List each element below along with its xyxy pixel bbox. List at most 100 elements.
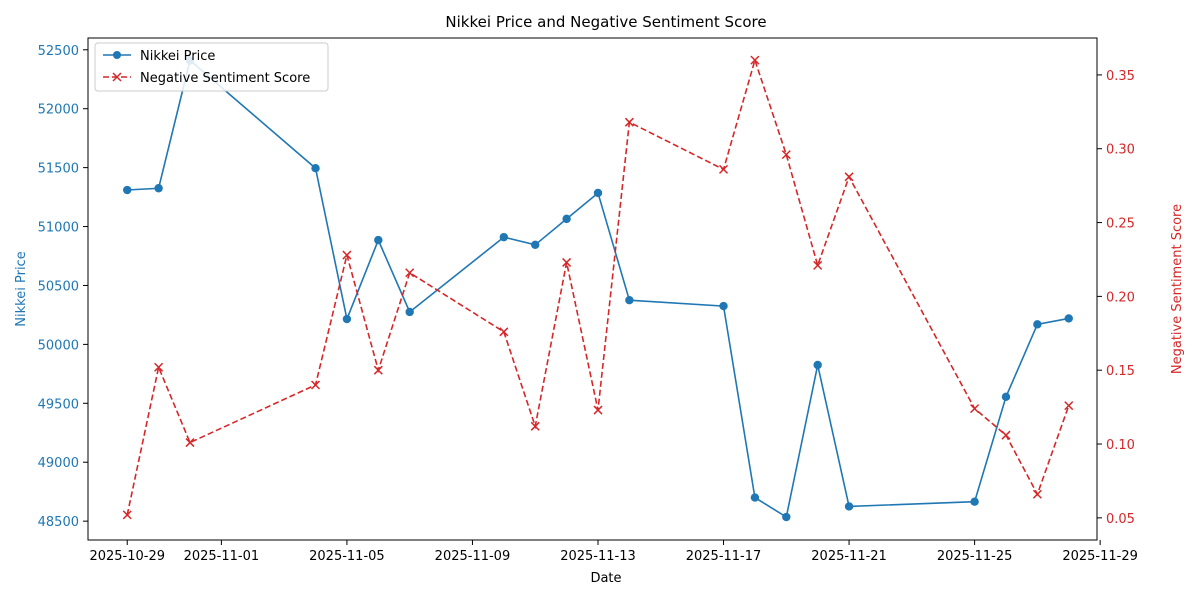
left-y-tick-label: 52000 — [38, 103, 79, 118]
legend-price-marker — [113, 51, 121, 59]
right-y-tick-label: 0.25 — [1106, 217, 1135, 232]
negative-sentiment-score-point — [624, 117, 634, 127]
negative-sentiment-score-point-stroke — [311, 380, 321, 390]
nikkei-price-point — [154, 184, 163, 193]
legend-sentiment-marker-stroke — [112, 72, 122, 82]
negative-sentiment-score-point-stroke — [562, 257, 572, 267]
negative-sentiment-score-point — [154, 362, 164, 372]
nikkei-price-point — [499, 232, 509, 242]
negative-sentiment-score-point-stroke — [499, 327, 509, 337]
left-y-tick-label: 50500 — [38, 279, 79, 294]
legend-box — [94, 42, 329, 92]
x-tick-label: 2025-11-29 — [1062, 549, 1138, 564]
right-y-tick-label: 0.30 — [1106, 143, 1135, 158]
nikkei-price-point — [970, 497, 979, 506]
negative-sentiment-score-point-stroke — [970, 404, 980, 414]
legend-sentiment-marker — [112, 72, 122, 82]
negative-sentiment-score-point-stroke — [624, 117, 634, 127]
negative-sentiment-score-point — [562, 257, 572, 267]
right-y-tick-label: 0.05 — [1106, 512, 1135, 527]
left-y-tick-label: 51000 — [38, 221, 79, 236]
nikkei-price-point — [813, 360, 822, 370]
nikkei-price-point — [719, 301, 728, 311]
negative-sentiment-score-point-stroke — [530, 421, 540, 431]
negative-sentiment-score-point-stroke — [342, 250, 352, 260]
negative-sentiment-score-point-stroke — [185, 438, 195, 448]
nikkei-price-point — [782, 512, 791, 522]
left-y-tick-label: 52500 — [38, 44, 79, 59]
left-y-tick-label: 50000 — [38, 338, 79, 353]
chart-title: Nikkei Price and Negative Sentiment Scor… — [445, 13, 766, 31]
nikkei-price-point — [405, 307, 414, 317]
x-tick-label: 2025-11-09 — [435, 549, 511, 564]
nikkei-price-point — [844, 502, 854, 511]
left-y-tick-label: 48500 — [38, 515, 79, 530]
legend: Nikkei Price Negative Sentiment Score — [94, 42, 329, 92]
x-axis-label: Date — [590, 571, 621, 586]
series-layer — [122, 55, 1074, 522]
left-y-axis-label: Nikkei Price — [14, 251, 29, 326]
right-y-tick-label: 0.15 — [1106, 364, 1135, 379]
x-tick-label: 2025-10-29 — [89, 549, 165, 564]
plot-area-frame — [87, 37, 1098, 541]
negative-sentiment-score-point-stroke — [122, 510, 132, 520]
negative-sentiment-score-point-stroke — [593, 405, 603, 415]
right-y-tick-label: 0.35 — [1106, 69, 1135, 84]
left-y-axis-ticks: 48500 49000 49500 50000 50500 51000 51500 52000… — [38, 44, 88, 530]
x-tick-label: 2025-11-13 — [560, 549, 636, 564]
negative-sentiment-score-point — [593, 405, 603, 415]
negative-sentiment-score-point — [970, 404, 980, 414]
negative-sentiment-score-point — [750, 55, 760, 65]
nikkei-price-point — [123, 185, 132, 195]
right-y-axis-ticks: 0.05 0.10 0.15 0.20 0.25 0.30 0.35 — [1097, 69, 1135, 527]
nikkei-price-point — [374, 235, 383, 245]
x-tick-label: 2025-11-17 — [686, 549, 762, 564]
negative-sentiment-score-point-stroke — [1032, 489, 1042, 499]
negative-sentiment-score-point-stroke — [844, 172, 854, 182]
negative-sentiment-score-point-stroke — [718, 164, 729, 174]
negative-sentiment-score-point — [342, 250, 352, 260]
negative-sentiment-score-point — [530, 421, 540, 431]
negative-sentiment-score-point — [844, 172, 854, 182]
left-y-tick-label: 49500 — [38, 397, 79, 412]
right-y-tick-label: 0.10 — [1106, 438, 1135, 453]
negative-sentiment-score-point — [718, 164, 729, 174]
negative-sentiment-score-point — [185, 438, 195, 448]
nikkei-price-point — [311, 164, 320, 173]
negative-sentiment-score-point — [373, 365, 383, 375]
nikkei-price-line — [127, 58, 1069, 519]
negative-sentiment-score-point — [1001, 430, 1011, 440]
negative-sentiment-score-point — [781, 150, 791, 160]
negative-sentiment-score-point-stroke — [405, 268, 415, 278]
nikkei-price-point — [593, 188, 603, 198]
negative-sentiment-score-point-stroke — [373, 365, 383, 375]
negative-sentiment-score-point-stroke — [781, 150, 791, 160]
negative-sentiment-score-point-stroke — [154, 362, 164, 372]
negative-sentiment-score-point-stroke — [1064, 401, 1074, 411]
nikkei-price-point — [1064, 314, 1073, 323]
right-y-axis-label: Negative Sentiment Score — [1170, 204, 1185, 374]
negative-sentiment-score-point — [813, 260, 823, 270]
negative-sentiment-score-point — [405, 268, 415, 278]
x-tick-label: 2025-11-21 — [811, 549, 887, 564]
nikkei-price-point — [562, 214, 571, 224]
left-y-tick-label: 49000 — [38, 456, 79, 471]
negative-sentiment-score-point — [499, 327, 509, 337]
nikkei-price-point — [1033, 320, 1042, 329]
legend-entry-nikkei-price: Nikkei Price — [140, 49, 215, 64]
x-tick-label: 2025-11-25 — [937, 549, 1013, 564]
x-tick-label: 2025-11-05 — [309, 549, 385, 564]
nikkei-price-point — [1001, 392, 1011, 402]
nikkei-price-point — [531, 240, 540, 250]
negative-sentiment-score-point — [1064, 401, 1074, 411]
x-tick-label: 2025-11-01 — [184, 549, 260, 564]
nikkei-price-point — [750, 493, 760, 502]
right-y-tick-label: 0.20 — [1106, 290, 1135, 305]
negative-sentiment-score-point — [311, 380, 321, 390]
negative-sentiment-score-point-stroke — [1001, 430, 1011, 440]
nikkei-price-point — [625, 295, 634, 305]
negative-sentiment-score-point-stroke — [813, 260, 823, 270]
x-axis-ticks: 2025-10-29 2025-11-01 2025-11-05 2025-11-09… — [89, 540, 1138, 564]
